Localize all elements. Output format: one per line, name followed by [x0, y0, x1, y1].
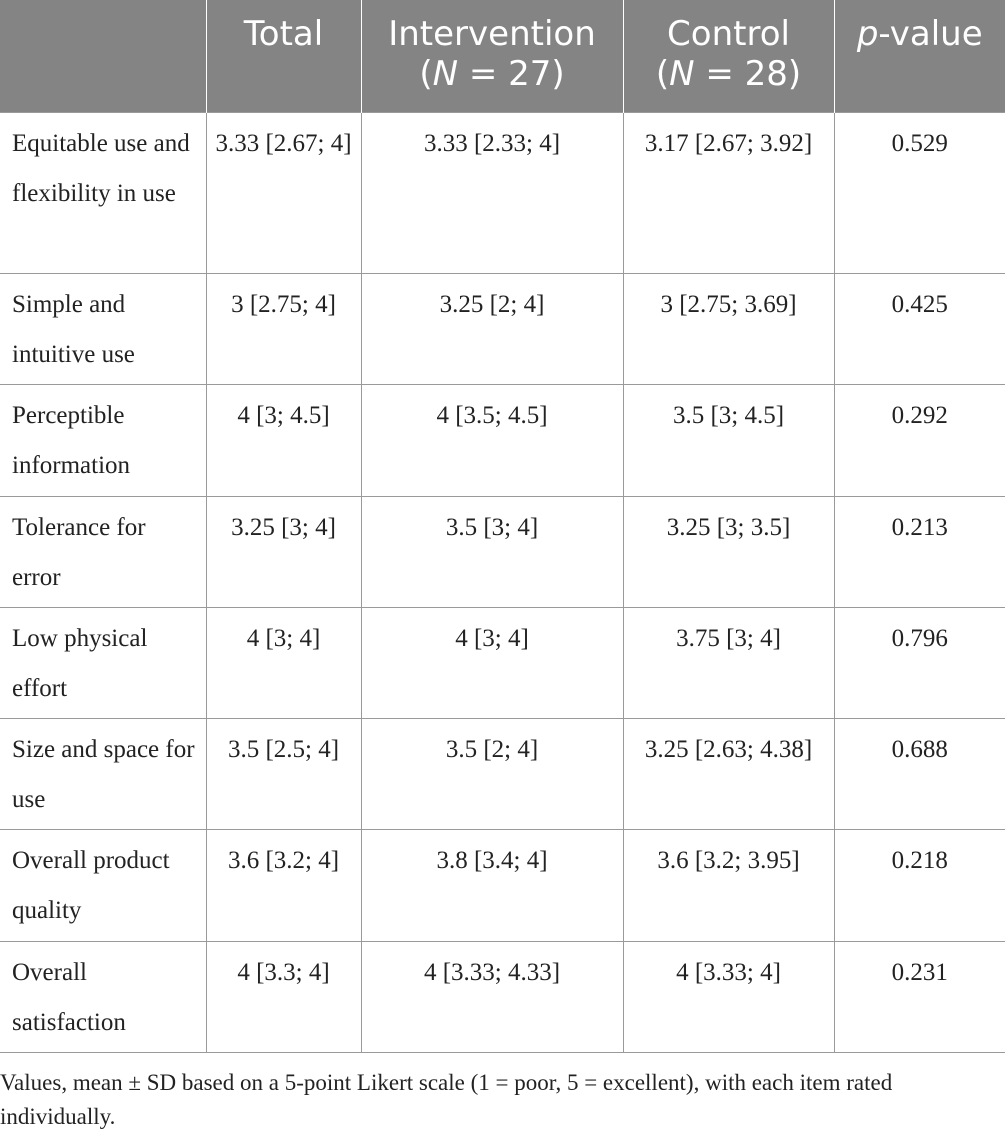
row-label: Size and space for use [0, 717, 207, 830]
cell-total: 3.33 [2.67; 4] [205, 111, 362, 274]
header-p-value: p-value [833, 0, 1005, 112]
header-control-label: Control [667, 14, 790, 54]
header-intervention-label: Intervention [388, 14, 596, 54]
cell-p-value: 0.213 [833, 495, 1005, 608]
cell-total: 3 [2.75; 4] [205, 272, 362, 385]
cell-control: 3.17 [2.67; 3.92] [622, 111, 835, 274]
cell-p-value: 0.292 [833, 383, 1005, 497]
results-table: Total Intervention (N = 27) Control (N =… [0, 0, 1005, 1053]
cell-total: 4 [3; 4.5] [205, 383, 362, 497]
table-row: Size and space for use 3.5 [2.5; 4] 3.5 … [0, 717, 1005, 830]
row-label: Simple and intuitive use [0, 272, 207, 385]
cell-intervention: 4 [3; 4] [360, 606, 624, 719]
cell-control: 3.25 [2.63; 4.38] [622, 717, 835, 830]
cell-total: 3.6 [3.2; 4] [205, 828, 362, 942]
cell-p-value: 0.218 [833, 828, 1005, 942]
cell-total: 3.5 [2.5; 4] [205, 717, 362, 830]
cell-control: 3.6 [3.2; 3.95] [622, 828, 835, 942]
cell-control: 3 [2.75; 3.69] [622, 272, 835, 385]
cell-total: 3.25 [3; 4] [205, 495, 362, 608]
cell-total: 4 [3.3; 4] [205, 940, 362, 1053]
cell-p-value: 0.529 [833, 111, 1005, 274]
cell-intervention: 3.5 [2; 4] [360, 717, 624, 830]
row-label: Equitable use and flexibility in use [0, 111, 207, 274]
cell-p-value: 0.688 [833, 717, 1005, 830]
row-label: Overall satisfaction [0, 940, 207, 1053]
row-label: Low physical effort [0, 606, 207, 719]
header-intervention-n: (N = 27) [419, 54, 565, 94]
row-label: Tolerance for error [0, 495, 207, 608]
header-blank [0, 0, 206, 112]
cell-intervention: 3.5 [3; 4] [360, 495, 624, 608]
cell-control: 4 [3.33; 4] [622, 940, 835, 1053]
table-row: Overall product quality 3.6 [3.2; 4] 3.8… [0, 828, 1005, 942]
header-row: Total Intervention (N = 27) Control (N =… [0, 0, 1005, 112]
cell-p-value: 0.796 [833, 606, 1005, 719]
cell-control: 3.25 [3; 3.5] [622, 495, 835, 608]
table-row: Simple and intuitive use 3 [2.75; 4] 3.2… [0, 272, 1005, 385]
row-label: Overall product quality [0, 828, 207, 942]
cell-control: 3.5 [3; 4.5] [622, 383, 835, 497]
table-row: Equitable use and flexibility in use 3.3… [0, 111, 1005, 274]
cell-intervention: 4 [3.5; 4.5] [360, 383, 624, 497]
row-label: Perceptible information [0, 383, 207, 497]
cell-total: 4 [3; 4] [205, 606, 362, 719]
cell-p-value: 0.425 [833, 272, 1005, 385]
header-control: Control (N = 28) [622, 0, 834, 112]
header-control-n: (N = 28) [655, 54, 802, 94]
table-footnote: Values, mean ± SD based on a 5-point Lik… [0, 1070, 893, 1129]
cell-intervention: 3.33 [2.33; 4] [360, 111, 624, 274]
cell-control: 3.75 [3; 4] [622, 606, 835, 719]
header-total: Total [205, 0, 361, 112]
table-row: Tolerance for error 3.25 [3; 4] 3.5 [3; … [0, 495, 1005, 608]
table-row: Overall satisfaction 4 [3.3; 4] 4 [3.33;… [0, 940, 1005, 1053]
table-row: Low physical effort 4 [3; 4] 4 [3; 4] 3.… [0, 606, 1005, 719]
cell-intervention: 3.25 [2; 4] [360, 272, 624, 385]
cell-intervention: 3.8 [3.4; 4] [360, 828, 624, 942]
table-row: Perceptible information 4 [3; 4.5] 4 [3.… [0, 383, 1005, 497]
cell-p-value: 0.231 [833, 940, 1005, 1053]
cell-intervention: 4 [3.33; 4.33] [360, 940, 624, 1053]
header-intervention: Intervention (N = 27) [360, 0, 623, 112]
